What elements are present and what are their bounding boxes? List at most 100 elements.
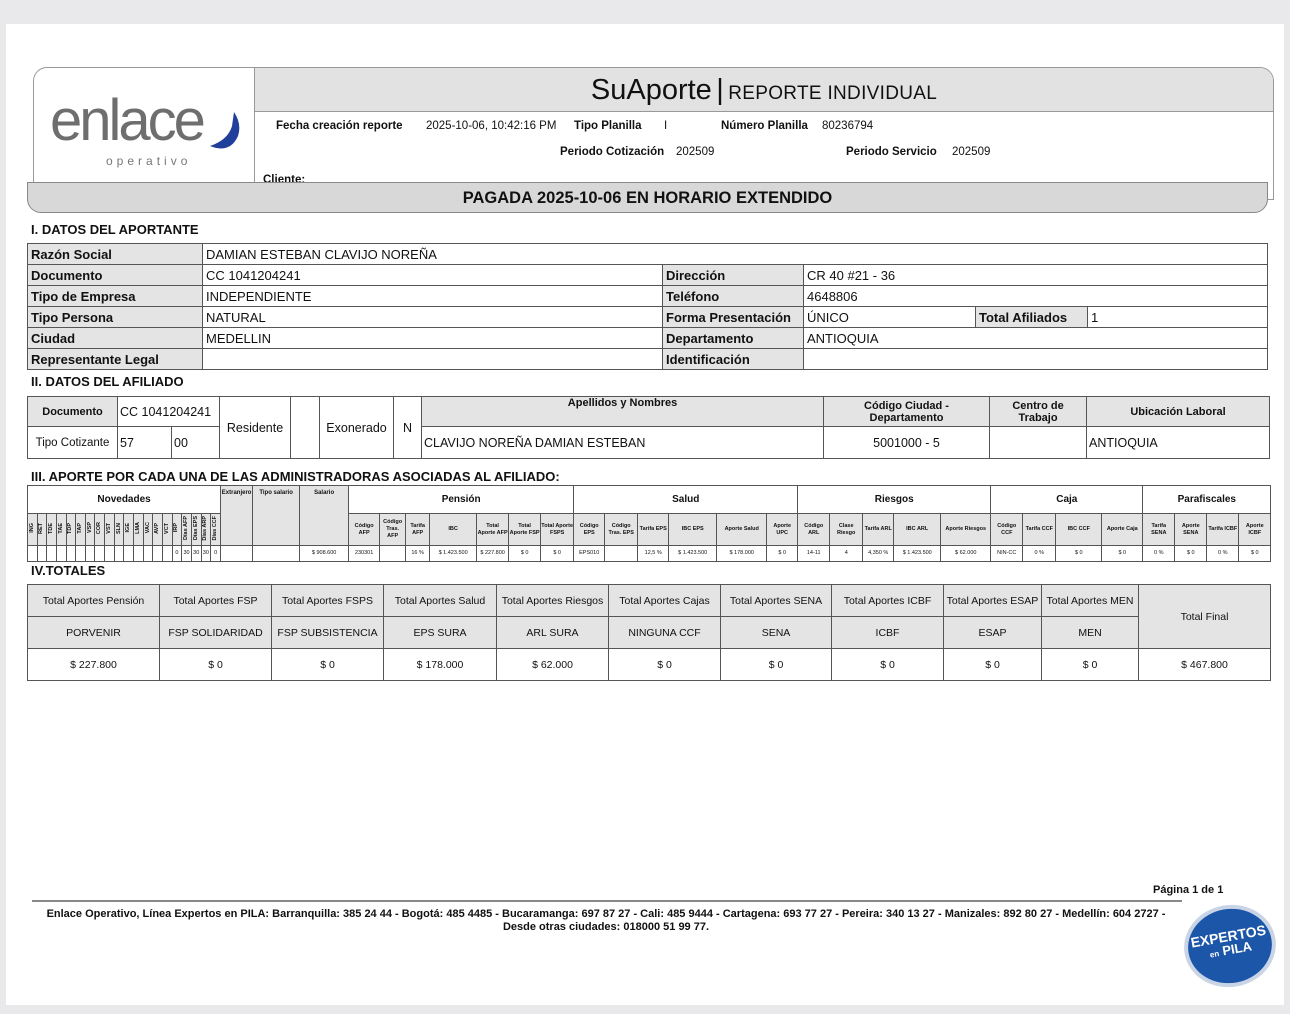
cell-value <box>604 545 639 562</box>
field-value <box>803 348 1268 370</box>
column-header: Aporte Riesgos <box>940 513 992 546</box>
total-value: $ 0 <box>1041 648 1139 681</box>
cell-value: $ 0 <box>1174 545 1208 562</box>
novedad-label: Días ARP <box>202 515 209 541</box>
column-header: Código EPS <box>573 513 606 546</box>
field-value: ÚNICO <box>803 306 976 328</box>
novedad-label: LMA <box>134 522 141 534</box>
documento-label: Documento <box>27 396 118 427</box>
total-final-label: Total Final <box>1138 584 1271 649</box>
novedad-header: VAC <box>142 513 154 546</box>
novedad-header: TDP <box>65 513 77 546</box>
field-label: Tipo de Empresa <box>27 285 203 307</box>
novedad-header: ING <box>27 513 38 546</box>
novedad-value: 0 <box>171 545 183 562</box>
afiliado-table: Documento CC 1041204241 Residente Exoner… <box>27 396 1270 459</box>
cell-value <box>379 545 407 562</box>
numero-planilla-value: 80236794 <box>822 120 874 132</box>
cell-value: 4,350 % <box>862 545 895 562</box>
cell-value <box>252 545 301 562</box>
novedad-label: TAP <box>77 522 84 534</box>
aportante-row: Tipo Persona NATURAL Forma Presentación ÚNI… <box>27 306 1268 328</box>
total-value: $ 227.800 <box>27 648 160 681</box>
cell-value: $ 0 <box>1101 545 1144 562</box>
column-header: Tarifa ICBF <box>1206 513 1240 546</box>
field-value: 4648806 <box>803 285 1268 307</box>
logo-swoosh-icon <box>210 112 240 149</box>
field-label: Representante Legal <box>27 348 203 370</box>
group-header: Caja <box>990 485 1144 514</box>
column-header: Código AFP <box>348 513 381 546</box>
novedad-label: VAC <box>144 522 151 534</box>
centro-trabajo-value <box>989 426 1088 459</box>
total-value: $ 0 <box>159 648 272 681</box>
column-header: Extranjero <box>220 485 254 546</box>
section-aportes-title: III. APORTE POR CADA UNA DE LAS ADMINIST… <box>31 469 560 484</box>
novedad-label: Días AFP <box>183 516 190 540</box>
novedad-header: VST <box>104 513 115 546</box>
footer-divider <box>32 900 1182 902</box>
novedad-value: 30 <box>190 545 202 562</box>
cell-value: $ 0 <box>540 545 575 562</box>
column-header: Total Aporte FSPS <box>540 513 575 546</box>
group-header: Pensión <box>348 485 575 514</box>
ubicacion-label: Ubicación Laboral <box>1086 396 1270 427</box>
cell-value: $ 0 <box>1238 545 1272 562</box>
periodo-servicio-label: Periodo Servicio <box>846 146 937 158</box>
column-header: Código CCF <box>990 513 1024 546</box>
cell-value: 0 % <box>1206 545 1240 562</box>
novedad-header: AVP <box>152 513 163 546</box>
cell-value: 14-11 <box>797 545 831 562</box>
novedad-label: Días CCF <box>212 515 219 541</box>
tipo-planilla-value: I <box>664 120 668 132</box>
periodo-cotizacion-value: 202509 <box>676 146 715 158</box>
total-label: Total Aportes Salud <box>383 584 497 617</box>
totales-table: Total Aportes Pensión Total Aportes FSP To… <box>27 584 1271 681</box>
tipo-cotizante-label: Tipo Cotizante <box>27 426 118 459</box>
column-header: Tarifa EPS <box>637 513 670 546</box>
cell-value: $ 0 <box>1055 545 1103 562</box>
enlace-logo: enlace operativo <box>34 68 255 199</box>
badge-text-en: en <box>1209 949 1220 960</box>
column-header: IBC EPS <box>668 513 718 546</box>
cell-value: 4 <box>829 545 864 562</box>
logo-subtext: operativo <box>106 154 192 168</box>
novedad-label: ING <box>28 523 35 533</box>
column-header: Código ARL <box>797 513 831 546</box>
cell-value: $ 1.423.500 <box>893 545 942 562</box>
novedades-group-header: Novedades <box>26 485 222 514</box>
novedad-value: 0 <box>210 545 222 562</box>
cell-value: $ 227.800 <box>476 545 510 562</box>
aportante-row: Ciudad MEDELLIN Departamento ANTIOQUIA <box>27 327 1268 349</box>
footer-contact: Enlace Operativo, Línea Expertos en PILA… <box>30 908 1182 934</box>
group-header: Parafiscales <box>1142 485 1272 514</box>
aportante-table: Razón Social DAMIAN ESTEBAN CLAVIJO NOREÑ… <box>27 243 1268 370</box>
centro-trabajo-label: Centro de Trabajo <box>989 396 1088 427</box>
total-entity: PORVENIR <box>27 616 160 649</box>
column-header: Aporte ICBF <box>1238 513 1272 546</box>
column-header: Tarifa AFP <box>405 513 431 546</box>
novedad-label: COR <box>96 521 103 535</box>
documento-value: CC 1041204241 <box>116 396 221 427</box>
cell-value: $ 1.423.500 <box>429 545 478 562</box>
periodo-servicio-value: 202509 <box>952 146 991 158</box>
field-value: CC 1041204241 <box>202 264 663 286</box>
column-header: Tarifa ARL <box>862 513 895 546</box>
novedad-value <box>104 545 115 562</box>
novedad-label: TDE <box>48 522 55 534</box>
exonerado-value: N <box>393 396 423 459</box>
novedad-header: Días CCF <box>210 513 222 546</box>
novedad-label: VCT <box>163 522 170 534</box>
field-label: Departamento <box>662 327 804 349</box>
column-header: Aporte Salud <box>716 513 768 546</box>
novedad-value <box>65 545 77 562</box>
novedad-label: IGE <box>125 523 132 533</box>
total-entity: ESAP <box>943 616 1042 649</box>
novedad-value <box>142 545 154 562</box>
total-entity: ICBF <box>831 616 944 649</box>
group-header: Salud <box>573 485 799 514</box>
novedad-label: TAE <box>57 522 64 534</box>
novedad-header: VSP <box>84 513 96 546</box>
novedad-value <box>84 545 96 562</box>
total-entity: ARL SURA <box>496 616 609 649</box>
